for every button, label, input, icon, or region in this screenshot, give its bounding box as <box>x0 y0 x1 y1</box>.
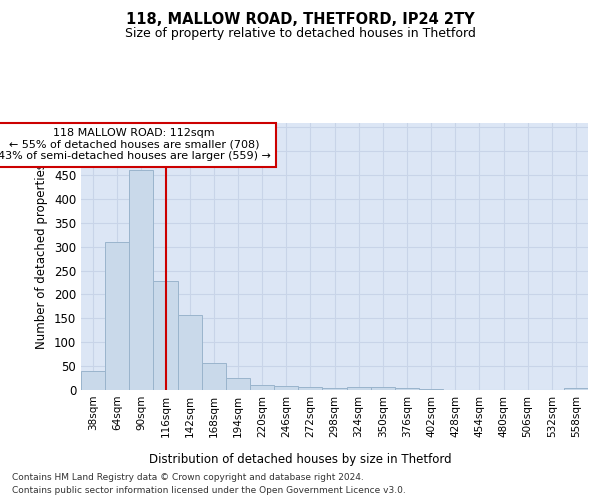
Bar <box>564 388 588 390</box>
Bar <box>371 386 395 390</box>
Y-axis label: Number of detached properties: Number of detached properties <box>35 163 49 349</box>
Text: Contains HM Land Registry data © Crown copyright and database right 2024.: Contains HM Land Registry data © Crown c… <box>12 472 364 482</box>
Bar <box>274 386 298 390</box>
Bar <box>250 384 274 390</box>
Text: Size of property relative to detached houses in Thetford: Size of property relative to detached ho… <box>125 28 475 40</box>
Bar <box>298 386 322 390</box>
Bar <box>178 314 202 390</box>
Text: 118 MALLOW ROAD: 112sqm
← 55% of detached houses are smaller (708)
43% of semi-d: 118 MALLOW ROAD: 112sqm ← 55% of detache… <box>0 128 271 162</box>
Bar <box>395 388 419 390</box>
Bar <box>129 170 154 390</box>
Text: Distribution of detached houses by size in Thetford: Distribution of detached houses by size … <box>149 452 451 466</box>
Bar <box>202 363 226 390</box>
Bar <box>154 281 178 390</box>
Text: Contains public sector information licensed under the Open Government Licence v3: Contains public sector information licen… <box>12 486 406 495</box>
Bar <box>322 388 347 390</box>
Bar <box>419 388 443 390</box>
Text: 118, MALLOW ROAD, THETFORD, IP24 2TY: 118, MALLOW ROAD, THETFORD, IP24 2TY <box>125 12 475 28</box>
Bar <box>347 386 371 390</box>
Bar <box>81 371 105 390</box>
Bar <box>105 242 129 390</box>
Bar <box>226 378 250 390</box>
